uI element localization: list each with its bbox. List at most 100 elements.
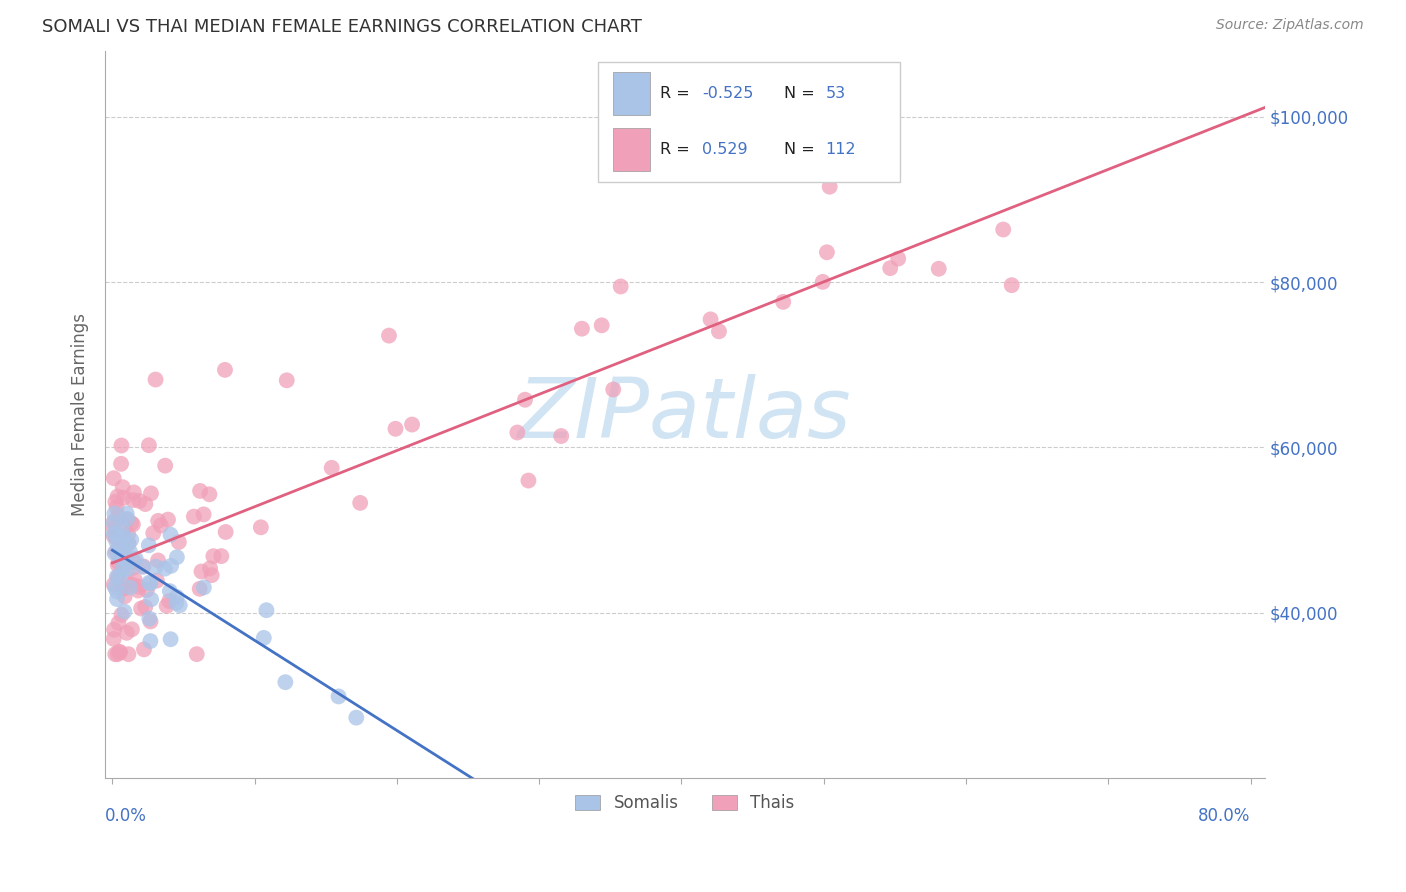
- Point: [114, 532, 136, 546]
- Point: [513, 392, 536, 407]
- Point: [107, 558, 129, 572]
- Point: [160, 558, 183, 573]
- Point: [132, 642, 155, 657]
- Point: [321, 460, 343, 475]
- Point: [818, 179, 841, 194]
- Point: [103, 515, 125, 529]
- Point: [349, 496, 371, 510]
- Point: [105, 500, 128, 515]
- Point: [1001, 278, 1024, 293]
- Point: [105, 534, 128, 549]
- Point: [127, 583, 149, 598]
- Point: [111, 520, 134, 534]
- Point: [107, 537, 129, 551]
- Point: [110, 534, 132, 549]
- Point: [103, 623, 125, 637]
- Point: [131, 559, 153, 574]
- Point: [328, 690, 350, 704]
- Point: [108, 645, 131, 659]
- Point: [115, 507, 138, 521]
- Point: [699, 312, 721, 326]
- Point: [104, 545, 127, 559]
- Point: [190, 565, 212, 579]
- Point: [114, 546, 136, 560]
- Point: [120, 516, 142, 530]
- Point: [138, 538, 160, 552]
- Point: [132, 559, 155, 574]
- Point: [110, 581, 132, 595]
- Point: [928, 261, 950, 276]
- Point: [103, 632, 125, 646]
- Point: [117, 537, 139, 551]
- Point: [108, 645, 131, 659]
- Point: [105, 531, 128, 545]
- Text: ZIPatlas: ZIPatlas: [519, 374, 852, 455]
- Point: [138, 438, 160, 452]
- Point: [134, 497, 156, 511]
- Point: [107, 490, 129, 504]
- Text: SOMALI VS THAI MEDIAN FEMALE EARNINGS CORRELATION CHART: SOMALI VS THAI MEDIAN FEMALE EARNINGS CO…: [42, 18, 643, 36]
- Point: [139, 592, 162, 607]
- Point: [183, 509, 205, 524]
- Point: [378, 328, 401, 343]
- FancyBboxPatch shape: [613, 72, 650, 115]
- Point: [145, 373, 167, 387]
- Point: [112, 530, 135, 544]
- Point: [149, 518, 172, 533]
- Legend: Somalis, Thais: Somalis, Thais: [567, 786, 803, 821]
- Point: [115, 512, 138, 526]
- Point: [146, 574, 169, 588]
- Point: [120, 581, 142, 595]
- Point: [166, 550, 188, 565]
- Point: [103, 521, 125, 535]
- FancyBboxPatch shape: [598, 62, 900, 182]
- Point: [214, 363, 236, 377]
- Point: [121, 561, 143, 575]
- Point: [139, 634, 162, 648]
- Point: [772, 294, 794, 309]
- Point: [254, 603, 277, 617]
- Point: [169, 599, 191, 613]
- Point: [117, 535, 139, 549]
- Point: [112, 582, 135, 596]
- Point: [107, 508, 129, 523]
- Point: [157, 594, 180, 608]
- Point: [117, 647, 139, 661]
- Text: 0.529: 0.529: [703, 143, 748, 157]
- Point: [602, 383, 624, 397]
- Text: N =: N =: [783, 143, 820, 157]
- Point: [146, 553, 169, 567]
- Point: [145, 559, 167, 574]
- Point: [114, 590, 136, 604]
- Point: [107, 616, 129, 631]
- Point: [276, 373, 298, 387]
- Point: [121, 577, 143, 591]
- Point: [159, 527, 181, 541]
- Point: [142, 526, 165, 541]
- Point: [139, 576, 162, 591]
- Y-axis label: Median Female Earnings: Median Female Earnings: [72, 313, 89, 516]
- Point: [103, 529, 125, 543]
- Point: [193, 581, 215, 595]
- Point: [153, 562, 176, 576]
- Point: [103, 507, 125, 521]
- Point: [112, 520, 135, 534]
- Point: [128, 494, 150, 508]
- Point: [112, 491, 135, 505]
- Point: [571, 321, 593, 335]
- Point: [156, 513, 179, 527]
- Point: [124, 573, 146, 587]
- Point: [104, 495, 127, 509]
- Point: [993, 222, 1015, 236]
- Point: [591, 318, 613, 333]
- Point: [103, 526, 125, 541]
- Text: Source: ZipAtlas.com: Source: ZipAtlas.com: [1216, 18, 1364, 32]
- Point: [167, 535, 190, 549]
- Point: [815, 245, 838, 260]
- Point: [153, 458, 176, 473]
- Point: [887, 252, 910, 266]
- Point: [110, 607, 132, 622]
- Point: [139, 615, 162, 629]
- Point: [159, 632, 181, 647]
- Point: [122, 517, 145, 532]
